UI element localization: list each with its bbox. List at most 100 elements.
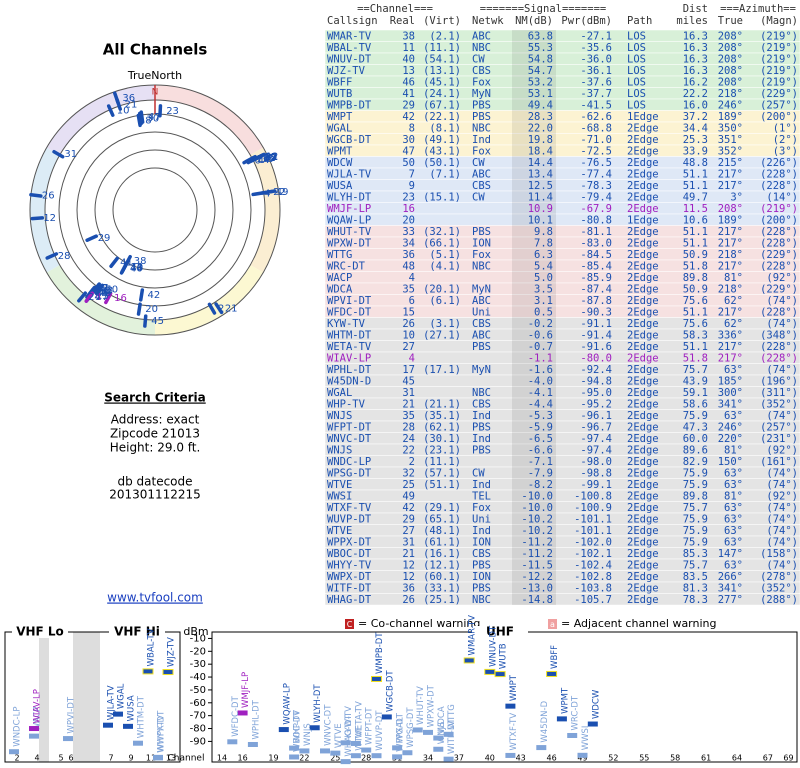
table-cell: (226°) [760,157,798,169]
table-cell: 81° [724,490,743,502]
table-cell: 47.3 [683,421,708,433]
table-cell: WNJS [327,444,352,456]
channel-tick-label: 67 [763,754,773,763]
table-cell: WHTM-DT [327,329,372,341]
table-cell: 58.3 [683,329,708,341]
table-cell: 16.0 [683,99,708,111]
table-cell: (11.1) [423,42,461,54]
table-cell: -79.4 [580,191,612,203]
table-cell: -101.1 [574,525,612,537]
channel-tick-label: 25 [330,754,340,763]
station-bar [253,152,266,161]
table-cell: (29.1) [423,502,461,514]
station-callsign: WNVC-DT [324,704,334,746]
station-marker [463,657,475,664]
table-cell: (35.1) [423,410,461,422]
table-cell: -97.4 [580,444,612,456]
polar-ring [44,99,266,321]
table-cell: -92.4 [580,364,612,376]
table-cell: 36 [402,582,415,594]
table-cell: -80.8 [580,214,612,226]
station-marker [278,727,289,733]
table-cell: (219°) [760,53,798,65]
table-cell: 2Edge [627,295,659,307]
station-callsign: WGAL [117,683,127,709]
table-cell: 2Edge [627,318,659,330]
table-cell: (45.1) [423,76,461,88]
table-cell: WMJF-LP [327,203,371,215]
table-cell: ABC [472,30,491,42]
table-cell: 2Edge [627,283,659,295]
legend-text: = Adjacent channel warning [561,617,717,630]
group-header: Dist [683,3,708,15]
table-cell: (288°) [760,594,798,606]
table-cell: 25 [402,479,415,491]
table-cell: 10.6 [683,214,708,226]
band-label: VHF Hi [114,625,160,639]
table-cell: 49.7 [683,191,708,203]
station-bar [29,193,43,198]
table-cell: 2Edge [627,536,659,548]
table-cell: WACP [327,272,352,284]
table-cell: 31 [402,387,415,399]
station-label: 11 [131,262,144,273]
station-callsign: WPMT [560,687,570,714]
table-cell: ION [472,536,491,548]
table-cell: 208° [718,30,743,42]
station-marker [320,748,330,754]
station-label: 21 [125,99,138,110]
table-cell: WFPT-DT [327,421,372,433]
table-cell: (228°) [760,180,798,192]
table-cell: 59.1 [683,387,708,399]
table-cell: 217° [718,168,743,180]
legend-icon [345,619,354,629]
table-cell: WTVE [327,525,352,537]
station-callsign: WPSG-DT [406,707,416,748]
station-callsign: WQAW-LP [282,683,292,724]
table-cell: 2Edge [627,329,659,341]
station-label: 16 [114,293,127,304]
table-cell: WWSI [327,490,352,502]
station-label: 23 [166,106,179,117]
station-callsign: WHP-TV [293,710,303,743]
station-callsign: WPHL-DT [251,699,261,739]
table-cell: (11.1) [423,456,461,468]
table-cell: (3.1) [429,318,461,330]
table-cell: (33.1) [423,582,461,594]
table-cell: -91.1 [580,318,612,330]
table-cell: 10.9 [528,203,553,215]
table-cell: (257°) [760,421,798,433]
band-label: UHF [486,625,514,639]
table-cell: 2Edge [627,582,659,594]
table-cell: 341° [718,398,743,410]
table-cell: -1.1 [528,352,553,364]
site-link[interactable]: www.tvfool.com [107,591,203,605]
row-bg [324,593,800,606]
station-marker [443,731,454,737]
table-cell: 42 [402,111,415,123]
table-cell: 2Edge [627,134,659,146]
station-callsign: WWSI [581,726,591,751]
table-cell: -10.0 [521,490,553,502]
table-cell: 3° [730,191,743,203]
station-callsign: WACP [33,706,43,731]
table-cell: 18.4 [528,145,553,157]
station-bar [84,291,95,303]
table-cell: NBC [472,42,491,54]
table-cell: -14.8 [521,594,553,606]
station-marker [587,721,598,727]
row-bg [324,190,800,203]
station-marker [153,755,163,761]
table-cell: 16.3 [683,42,708,54]
table-cell: 75.9 [683,467,708,479]
table-cell: 75.7 [683,559,708,571]
table-cell: 40 [402,53,415,65]
station-callsign: WDCW [591,689,601,719]
table-cell: 32 [402,467,415,479]
station-callsign: WHTM-DT [137,695,147,738]
station-label: 21 [225,303,238,314]
table-cell: WBOC-DT [327,548,372,560]
table-cell: -68.8 [580,122,612,134]
station-callsign: WIAV-LP [33,689,43,723]
table-cell: 28.3 [528,111,553,123]
